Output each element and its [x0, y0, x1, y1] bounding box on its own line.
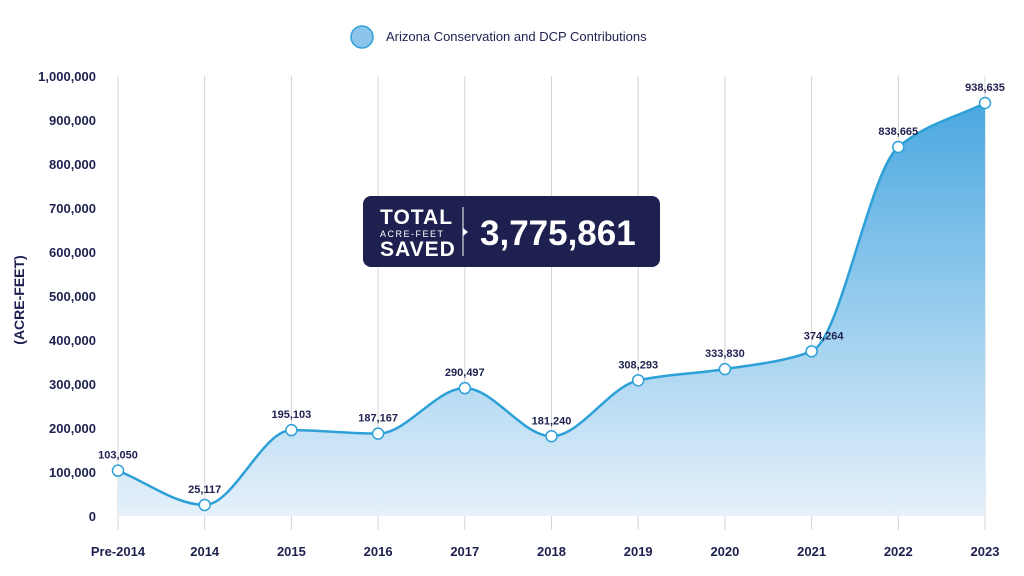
total-callout: TOTAL ACRE-FEET SAVED 3,775,861 — [363, 196, 660, 267]
data-label: 187,167 — [358, 413, 398, 425]
data-label: 938,635 — [965, 82, 1005, 94]
y-tick-label: 0 — [89, 509, 96, 524]
data-point — [371, 427, 385, 440]
x-tick-label: 2017 — [450, 544, 479, 559]
data-point — [545, 430, 558, 443]
x-tick-label: 2014 — [190, 544, 220, 559]
data-point — [978, 96, 992, 110]
data-point — [285, 423, 298, 437]
callout-total-word: TOTAL — [380, 206, 453, 229]
data-label: 290,497 — [445, 367, 485, 379]
x-tick-label: 2022 — [884, 544, 913, 559]
callout-background — [363, 196, 660, 267]
y-axis-ticks: 0 100,000 200,000 300,000 400,000 500,000 600,… — [38, 69, 96, 524]
data-label: 838,665 — [878, 126, 918, 138]
y-tick-label: 100,000 — [49, 465, 96, 480]
data-label: 103,050 — [98, 450, 138, 462]
data-point — [458, 381, 472, 395]
x-tick-label: 2018 — [537, 544, 566, 559]
series-area-fill — [118, 103, 985, 516]
x-tick-label: 2019 — [624, 544, 653, 559]
data-point — [718, 362, 732, 376]
legend-label: Arizona Conservation and DCP Contributio… — [386, 29, 647, 44]
data-point — [111, 464, 125, 477]
legend: Arizona Conservation and DCP Contributio… — [350, 25, 647, 49]
y-tick-label: 300,000 — [49, 377, 96, 392]
callout-total-value: 3,775,861 — [480, 214, 636, 253]
data-label: 333,830 — [705, 348, 745, 360]
x-tick-label: Pre-2014 — [91, 544, 146, 559]
data-point — [892, 140, 905, 154]
y-tick-label: 700,000 — [49, 201, 96, 216]
x-tick-label: 2016 — [364, 544, 393, 559]
x-axis-ticks: Pre-2014 2014 2015 2016 2017 2018 2019 2020 2021… — [91, 544, 1000, 559]
callout-arrow-icon — [463, 228, 468, 236]
y-tick-label: 900,000 — [49, 113, 96, 128]
y-tick-label: 600,000 — [49, 245, 96, 260]
y-axis-label: (ACRE-FEET) — [11, 255, 27, 344]
x-tick-label: 2015 — [277, 544, 306, 559]
data-points — [111, 96, 992, 512]
callout-saved-word: SAVED — [380, 238, 456, 261]
legend-swatch — [350, 25, 374, 49]
callout-acre-feet-word: ACRE-FEET — [380, 229, 445, 239]
data-label: 195,103 — [272, 409, 312, 421]
x-tick-label: 2020 — [710, 544, 739, 559]
y-tick-label: 800,000 — [49, 157, 96, 172]
data-labels: 103,050 25,117 195,103 187,167 290,497 181,24… — [98, 82, 1005, 496]
y-tick-label: 1,000,000 — [38, 69, 96, 84]
data-label: 374,264 — [804, 330, 845, 342]
data-point — [631, 374, 645, 387]
y-tick-label: 400,000 — [49, 333, 96, 348]
y-tick-label: 500,000 — [49, 289, 96, 304]
x-tick-label: 2021 — [797, 544, 826, 559]
data-label: 308,293 — [618, 359, 658, 371]
x-tick-label: 2023 — [971, 544, 1000, 559]
data-label: 25,117 — [188, 484, 221, 496]
data-point — [805, 345, 818, 358]
y-tick-label: 200,000 — [49, 421, 96, 436]
data-point — [198, 498, 211, 512]
data-label: 181,240 — [532, 415, 572, 427]
